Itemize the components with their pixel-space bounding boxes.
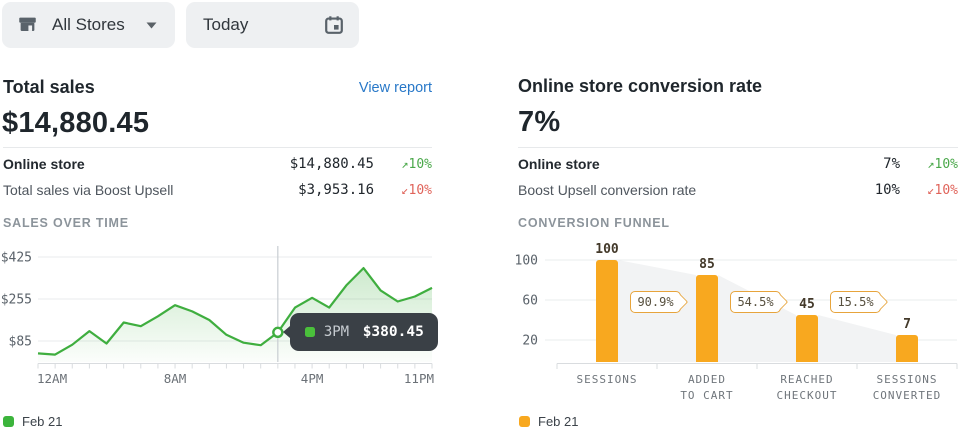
sales-legend: Feb 21: [3, 414, 62, 429]
category-label: REACHED CHECKOUT: [777, 373, 838, 402]
y-axis-label: $425: [1, 251, 32, 266]
conversion-rate-badge: 15.5%: [830, 291, 881, 313]
tooltip-series-swatch: [304, 327, 315, 338]
conversion-rate-badge: 54.5%: [730, 291, 781, 313]
total-sales-value: $14,880.45: [2, 107, 150, 139]
y-axis-label: 100: [515, 254, 538, 269]
conversion-breakdown: Online store 7% ↗10% Boost Upsell conver…: [518, 147, 958, 203]
calendar-icon: [325, 16, 343, 34]
funnel-bar: [796, 315, 818, 362]
hover-marker: [272, 326, 284, 339]
chart-tooltip: 3PM $380.45: [282, 313, 438, 352]
category-label: SESSIONS: [577, 373, 638, 386]
stat-delta: ↗10%: [401, 156, 432, 172]
bar-value-label: 7: [903, 317, 911, 332]
bar-value-label: 85: [699, 257, 715, 272]
bar-value-label: 100: [595, 242, 619, 257]
view-report-link[interactable]: View report: [358, 80, 432, 96]
funnel-connector: [818, 315, 896, 362]
conversion-rate-value: 7%: [518, 106, 561, 138]
x-axis-label: 8AM: [164, 371, 187, 386]
funnel-connector: [718, 275, 796, 362]
x-axis-label: 11PM: [404, 371, 434, 386]
stat-delta: ↙10%: [401, 182, 432, 198]
total-sales-title: Total sales: [3, 77, 95, 97]
y-axis-label: 20: [522, 334, 538, 349]
bar-value-label: 45: [799, 297, 815, 312]
funnel-bar: [696, 275, 718, 362]
funnel-legend: Feb 21: [519, 414, 578, 429]
chevron-down-icon: [146, 22, 157, 28]
legend-swatch-amber: [519, 416, 530, 427]
stat-label: Online store: [518, 156, 600, 172]
conversion-rate-title: Online store conversion rate: [518, 76, 763, 96]
category-label: SESSIONS CONVERTED: [873, 373, 942, 402]
stat-row-online-store-rate: Online store 7% ↗10%: [518, 151, 958, 177]
stat-label: Total sales via Boost Upsell: [3, 182, 174, 198]
y-axis-label: $85: [9, 335, 32, 350]
conversion-funnel-chart[interactable]: 100 60 20 100 85 45 7 SESSIONS ADDED TO CART REACH…: [505, 240, 960, 412]
funnel-bar: [896, 335, 918, 362]
y-axis-label: $255: [1, 293, 32, 308]
stat-label: Online store: [3, 156, 85, 172]
conversion-funnel-heading: CONVERSION FUNNEL: [518, 216, 670, 230]
trend-down-icon: ↙: [927, 182, 935, 197]
stat-value: $14,880.45: [289, 156, 374, 172]
category-label: ADDED TO CART: [680, 373, 733, 402]
tooltip-time: 3PM: [323, 324, 350, 341]
stat-row-boost-upsell-rate: Boost Upsell conversion rate 10% ↙10%: [518, 177, 958, 203]
legend-label: Feb 21: [538, 414, 579, 429]
store-filter-button[interactable]: All Stores: [2, 2, 175, 48]
stat-value: 7%: [883, 156, 900, 172]
date-filter-label: Today: [203, 15, 249, 34]
x-axis-label: 12AM: [37, 371, 67, 386]
stat-value: 10%: [874, 182, 900, 198]
stat-row-boost-upsell: Total sales via Boost Upsell $3,953.16 ↙…: [3, 177, 432, 203]
total-sales-breakdown: Online store $14,880.45 ↗10% Total sales…: [3, 147, 432, 203]
sales-over-time-heading: SALES OVER TIME: [3, 216, 129, 230]
trend-down-icon: ↙: [401, 182, 409, 197]
stat-value: $3,953.16: [298, 182, 374, 198]
store-icon: [19, 17, 36, 31]
trend-up-icon: ↗: [401, 156, 409, 171]
legend-swatch-green: [3, 416, 14, 427]
y-axis-label: 60: [522, 294, 538, 309]
store-filter-label: All Stores: [52, 15, 125, 34]
stat-row-online-store: Online store $14,880.45 ↗10%: [3, 151, 432, 177]
funnel-bar: [596, 260, 618, 362]
date-filter-button[interactable]: Today: [186, 2, 359, 48]
stat-label: Boost Upsell conversion rate: [518, 182, 697, 198]
trend-up-icon: ↗: [927, 156, 935, 171]
sales-line: [37, 267, 433, 356]
stat-delta: ↗10%: [927, 156, 958, 172]
x-axis-label: 4PM: [301, 371, 324, 386]
conversion-rate-badge: 90.9%: [630, 291, 681, 313]
legend-label: Feb 21: [22, 414, 63, 429]
stat-delta: ↙10%: [927, 182, 958, 198]
tooltip-value: $380.45: [362, 324, 424, 341]
